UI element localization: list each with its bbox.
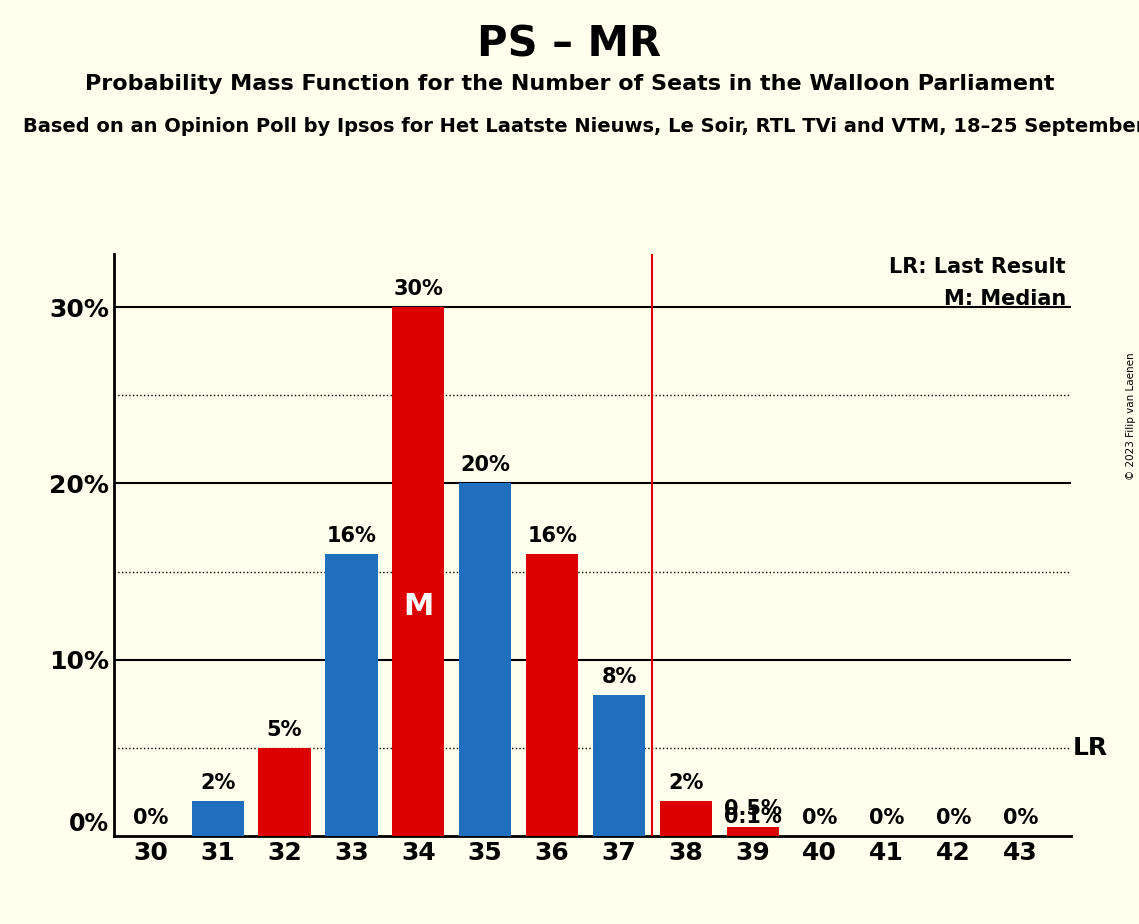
Bar: [727, 827, 779, 836]
Text: 5%: 5%: [267, 720, 302, 740]
Text: PS – MR: PS – MR: [477, 23, 662, 65]
Bar: [593, 695, 645, 836]
Text: 0%: 0%: [69, 812, 109, 836]
Bar: [727, 834, 779, 836]
Text: Based on an Opinion Poll by Ipsos for Het Laatste Nieuws, Le Soir, RTL TVi and V: Based on an Opinion Poll by Ipsos for He…: [23, 117, 1139, 137]
Text: 20%: 20%: [460, 456, 510, 476]
Text: 8%: 8%: [601, 667, 637, 687]
Text: 0%: 0%: [869, 808, 904, 828]
Text: © 2023 Filip van Laenen: © 2023 Filip van Laenen: [1126, 352, 1136, 480]
Text: 16%: 16%: [527, 526, 577, 546]
Text: 30%: 30%: [393, 279, 443, 299]
Bar: [326, 554, 377, 836]
Text: 0%: 0%: [936, 808, 972, 828]
Text: Probability Mass Function for the Number of Seats in the Walloon Parliament: Probability Mass Function for the Number…: [84, 74, 1055, 94]
Bar: [659, 801, 712, 836]
Text: 2%: 2%: [200, 773, 236, 793]
Text: M: Median: M: Median: [943, 289, 1066, 309]
Text: 2%: 2%: [669, 773, 704, 793]
Bar: [191, 801, 244, 836]
Bar: [259, 748, 311, 836]
Text: 0.5%: 0.5%: [724, 799, 781, 820]
Text: LR: LR: [1073, 736, 1108, 760]
Text: LR: Last Result: LR: Last Result: [890, 257, 1066, 277]
Text: 0.1%: 0.1%: [724, 807, 781, 826]
Text: 16%: 16%: [327, 526, 376, 546]
Text: 0%: 0%: [133, 808, 169, 828]
Bar: [526, 554, 579, 836]
Text: 0%: 0%: [802, 808, 837, 828]
Text: 0%: 0%: [1002, 808, 1038, 828]
Bar: [459, 483, 511, 836]
Bar: [392, 307, 444, 836]
Text: M: M: [403, 592, 434, 622]
